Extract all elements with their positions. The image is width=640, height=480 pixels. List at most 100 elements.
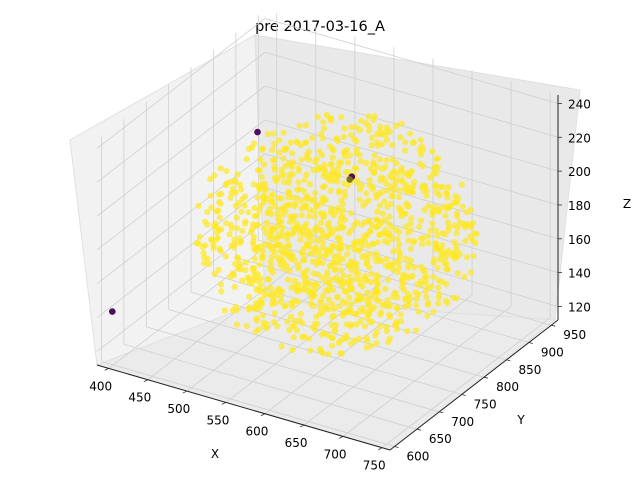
data-point: [394, 305, 401, 312]
data-point: [277, 247, 284, 254]
data-point: [329, 146, 336, 153]
data-point: [415, 308, 422, 315]
data-point: [428, 283, 435, 290]
data-point: [386, 213, 393, 220]
data-point: [278, 343, 285, 350]
data-point: [306, 206, 313, 213]
data-point: [325, 351, 332, 358]
data-point: [285, 188, 292, 196]
grid-line-y: [190, 291, 485, 378]
data-point: [278, 229, 285, 236]
data-point: [298, 197, 305, 204]
y-tick-label: 600: [406, 450, 429, 464]
data-point: [445, 184, 452, 191]
data-point: [228, 242, 235, 249]
data-point: [294, 186, 301, 193]
data-point: [200, 249, 207, 257]
data-point: [356, 196, 363, 203]
data-point: [279, 224, 286, 231]
data-point: [215, 207, 222, 214]
data-point: [258, 174, 265, 181]
y-axis-label: Y: [516, 413, 525, 427]
x-tick-label: 600: [246, 425, 269, 439]
data-point: [376, 323, 384, 330]
data-point: [270, 157, 277, 164]
data-point: [434, 264, 441, 271]
data-point: [202, 242, 209, 249]
data-point: [261, 292, 268, 299]
data-point: [286, 267, 293, 274]
data-point: [372, 288, 379, 295]
data-point: [307, 181, 314, 188]
data-point: [396, 187, 403, 194]
data-point: [292, 283, 299, 290]
data-point: [215, 266, 222, 274]
data-point: [288, 160, 295, 167]
data-point: [383, 124, 391, 131]
data-point: [408, 273, 415, 280]
data-point: [331, 328, 338, 335]
data-point: [261, 286, 269, 293]
data-point: [306, 228, 313, 235]
data-point: [329, 300, 336, 308]
data-point: [363, 334, 370, 342]
data-point: [330, 305, 338, 312]
data-point: [229, 270, 236, 277]
data-point: [328, 276, 336, 283]
data-point: [276, 137, 283, 144]
data-point: [296, 317, 303, 324]
data-point: [434, 232, 441, 239]
data-point: [313, 313, 320, 320]
data-point: [292, 226, 299, 233]
data-point: [233, 321, 241, 328]
data-point: [429, 220, 436, 227]
z-tick-label: 160: [568, 233, 591, 247]
grid-line-z: [96, 119, 266, 251]
data-point: [373, 139, 381, 146]
data-point: [411, 264, 418, 271]
data-point: [321, 125, 328, 132]
data-point: [268, 210, 275, 218]
data-point: [316, 252, 323, 259]
data-point: [242, 267, 249, 274]
data-point: [217, 165, 224, 172]
data-point: [453, 230, 460, 237]
data-point: [318, 331, 325, 338]
data-point: [463, 209, 471, 216]
data-point: [254, 167, 261, 174]
data-point: [337, 239, 344, 246]
data-point: [422, 288, 429, 295]
grid-line-z: [96, 85, 266, 217]
data-point: [268, 224, 275, 231]
data-point: [214, 234, 221, 241]
data-point: [291, 322, 298, 329]
data-point: [351, 136, 358, 143]
data-point: [257, 202, 264, 209]
data-point: [334, 204, 341, 212]
data-point: [417, 151, 424, 158]
x-tick-label: 550: [206, 413, 229, 427]
data-point: [310, 282, 318, 290]
data-point: [322, 303, 329, 310]
data-point: [362, 232, 369, 239]
data-point: [359, 283, 366, 290]
data-points: [109, 111, 480, 358]
data-point: [394, 235, 401, 242]
data-point: [407, 130, 414, 137]
data-point: [421, 206, 428, 214]
data-point: [385, 338, 392, 346]
x-tick-mark: [143, 379, 148, 383]
data-point: [404, 229, 412, 236]
data-point: [473, 230, 480, 238]
data-point: [434, 164, 441, 171]
data-point: [243, 156, 250, 163]
data-point: [463, 254, 470, 261]
data-point: [336, 159, 343, 166]
data-point: [232, 177, 239, 184]
data-point: [242, 220, 249, 227]
data-point: [300, 231, 307, 238]
data-point: [232, 202, 239, 210]
data-point: [310, 167, 317, 174]
data-point: [365, 113, 372, 120]
x-tick-mark: [104, 368, 109, 371]
